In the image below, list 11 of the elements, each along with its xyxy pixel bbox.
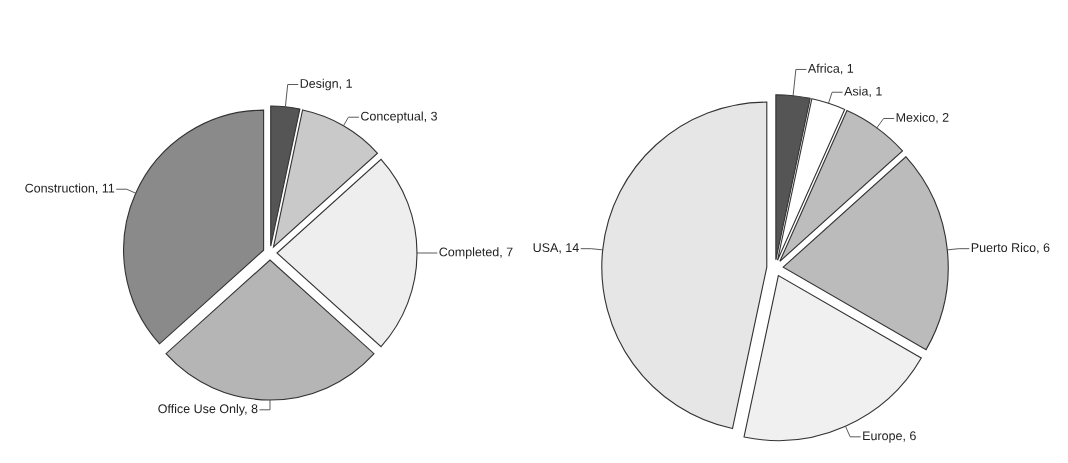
slice-label: Mexico, 2 xyxy=(896,112,949,124)
slice-label: Puerto Rico, 6 xyxy=(971,242,1050,254)
slice-label: Asia, 1 xyxy=(844,86,882,98)
slice-label: Construction, 11 xyxy=(25,183,115,195)
slice-label: Office Use Only, 8 xyxy=(158,403,258,416)
slice-label: Design, 1 xyxy=(300,78,352,91)
slice-label: Completed, 7 xyxy=(439,247,513,259)
slice-label: USA, 14 xyxy=(533,243,579,254)
slice-label: Europe, 6 xyxy=(863,431,916,443)
slice-label: Africa, 1 xyxy=(807,63,854,75)
slice-label: Conceptual, 3 xyxy=(361,111,437,124)
